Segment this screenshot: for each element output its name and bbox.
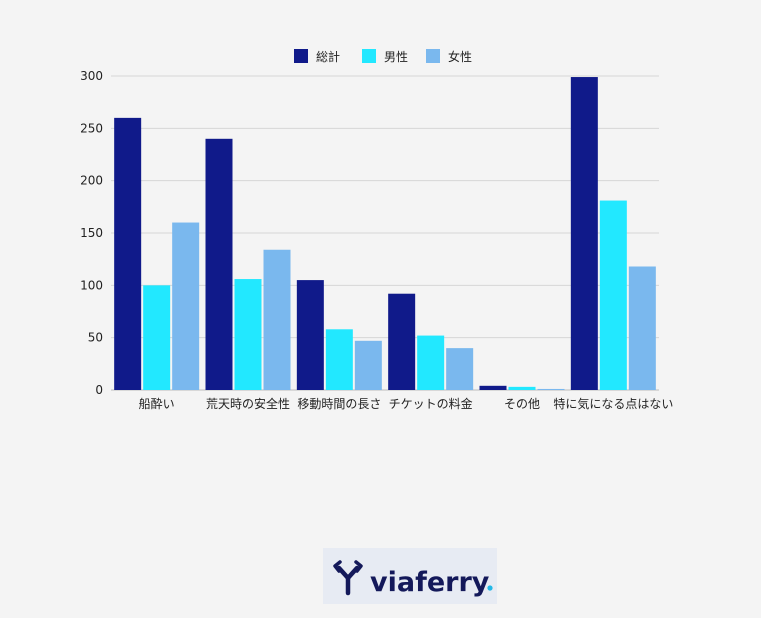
bar-1-1 — [114, 117, 142, 390]
viaferry-arrow-mark-icon — [333, 560, 363, 596]
x-category-label: その他 — [504, 397, 540, 411]
bars — [114, 77, 656, 391]
x-category-label: 移動時間の長さ — [297, 397, 381, 411]
legend-label: 男性 — [384, 50, 408, 64]
bar-2-6 — [599, 200, 627, 390]
viaferry-logo: viaferry — [323, 548, 497, 604]
logo-dot — [487, 585, 493, 591]
bar-2-4 — [417, 335, 445, 390]
y-tick-label: 50 — [88, 331, 103, 345]
bar-3-4 — [446, 348, 474, 390]
bar-3-2 — [263, 249, 291, 390]
bar-2-5 — [508, 386, 536, 390]
legend-label: 女性 — [448, 49, 472, 64]
x-category-label: 船酔い — [139, 396, 175, 411]
gridlines — [111, 75, 659, 391]
bar-1-3 — [296, 280, 324, 390]
legend: 総計 男性 女性 — [294, 49, 472, 64]
x-category-label: チケットの料金 — [389, 396, 473, 411]
bar-3-1 — [172, 222, 200, 390]
y-tick-label: 150 — [80, 226, 103, 240]
bar-chart: 総計 男性 女性 0 50 100 150 200 250 300 船酔い 荒天時の安全性 移動時間… — [80, 49, 674, 411]
bar-2-2 — [234, 279, 262, 390]
bar-3-3 — [354, 340, 382, 390]
legend-swatch — [426, 49, 440, 63]
bar-1-4 — [388, 293, 416, 390]
bar-1-2 — [205, 138, 233, 390]
y-tick-label: 200 — [80, 174, 103, 188]
y-tick-label: 250 — [80, 121, 103, 135]
bar-2-1 — [143, 285, 171, 390]
y-tick-label: 300 — [80, 69, 103, 83]
x-axis: 船酔い 荒天時の安全性 移動時間の長さ チケットの料金 その他 特に気になる点はない — [139, 396, 674, 411]
y-tick-label: 100 — [80, 278, 103, 292]
bar-3-5 — [537, 388, 565, 390]
y-axis: 0 50 100 150 200 250 300 — [80, 69, 103, 397]
bar-1-5 — [479, 385, 507, 390]
legend-label: 総計 — [316, 49, 340, 64]
y-tick-label: 0 — [95, 383, 103, 397]
legend-swatch — [362, 49, 376, 63]
x-category-label: 特に気になる点はない — [553, 396, 673, 411]
bar-3-6 — [628, 266, 656, 390]
x-category-label: 荒天時の安全性 — [206, 396, 290, 411]
logo-wordmark: viaferry — [370, 567, 490, 598]
legend-swatch — [294, 49, 308, 63]
bar-1-6 — [570, 77, 598, 391]
bar-2-3 — [325, 329, 353, 390]
